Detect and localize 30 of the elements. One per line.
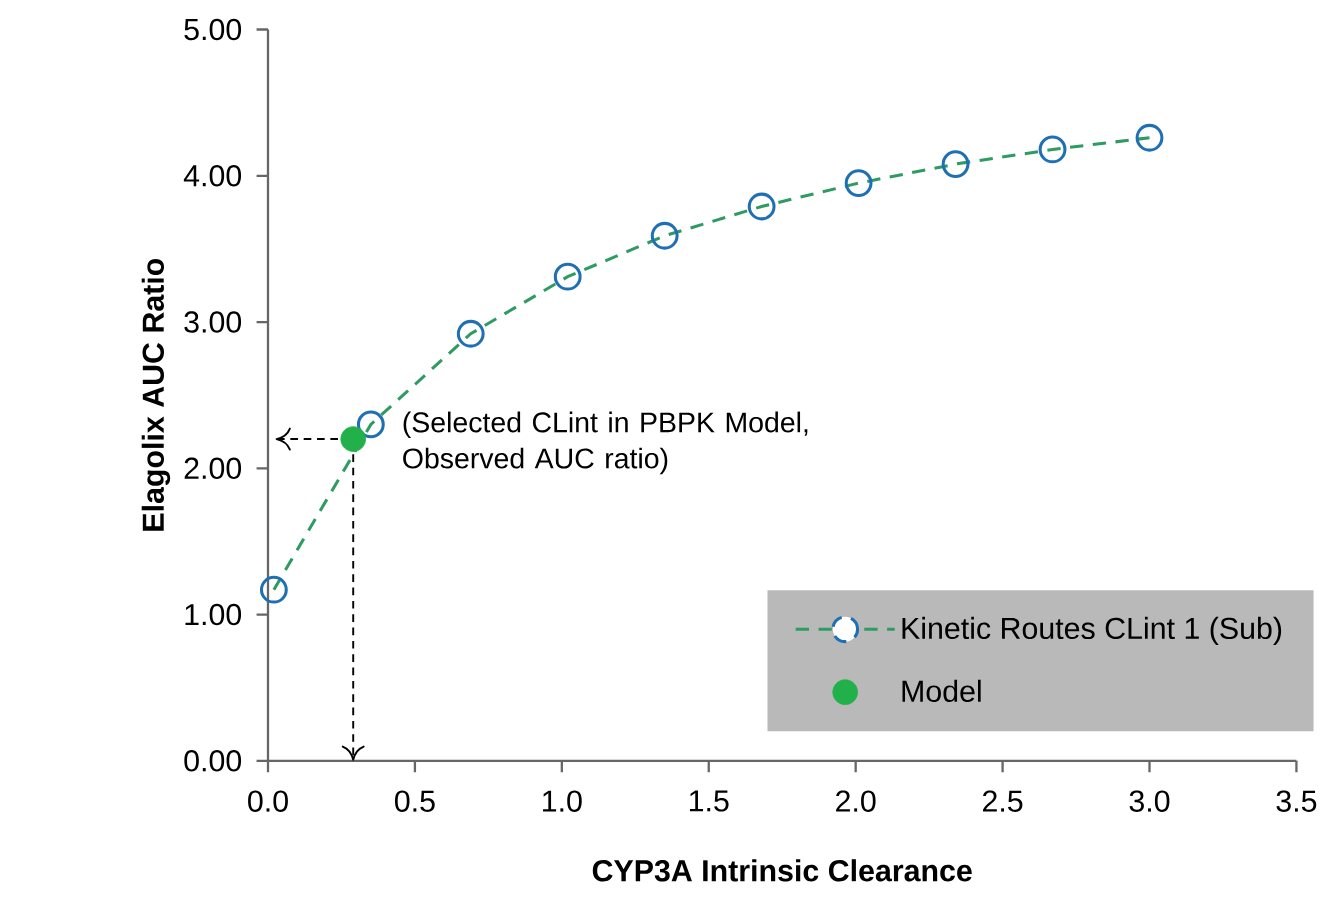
point (747, 192, 776, 221)
x-tick-label: 1.5 (689, 790, 729, 812)
x-tick-label: 3.0 (1129, 790, 1170, 812)
y-axis-title: Elagolix AUC Ratio (141, 258, 171, 531)
x-tick-label: 1.0 (543, 790, 582, 812)
annotation: (Selected CLint in PBPK Model, Observed AUC ratio) (403, 411, 808, 474)
y-tick-label: 0.00 (184, 749, 242, 772)
y-tick-label: 1.00 (185, 603, 242, 626)
point (553, 262, 582, 291)
point (259, 575, 288, 604)
point (1135, 123, 1164, 152)
y-tick-label: 3.00 (184, 311, 242, 333)
point (650, 221, 679, 250)
x-tick-label: 0.5 (395, 790, 435, 812)
y-tick-label: 4.00 (183, 164, 242, 187)
x-tick-label: 2.0 (836, 790, 876, 812)
legend-label: Kinetic Routes CLint 1 (Sub) (902, 616, 1282, 645)
point (941, 150, 970, 178)
point (1038, 135, 1067, 164)
y-tick-label: 2.00 (184, 457, 242, 479)
point (356, 410, 385, 439)
x-axis-title: CYP3A Intrinsic Clearance (592, 859, 972, 882)
point (844, 169, 873, 197)
legend-label: Model (902, 679, 981, 702)
x-tick-label: 2.5 (983, 790, 1023, 812)
x-tick-label: 3.5 (1276, 790, 1317, 812)
point (340, 426, 366, 452)
point (456, 319, 485, 348)
x-tick-label: 0.0 (248, 790, 288, 812)
y-tick-label: 5.00 (184, 18, 242, 41)
